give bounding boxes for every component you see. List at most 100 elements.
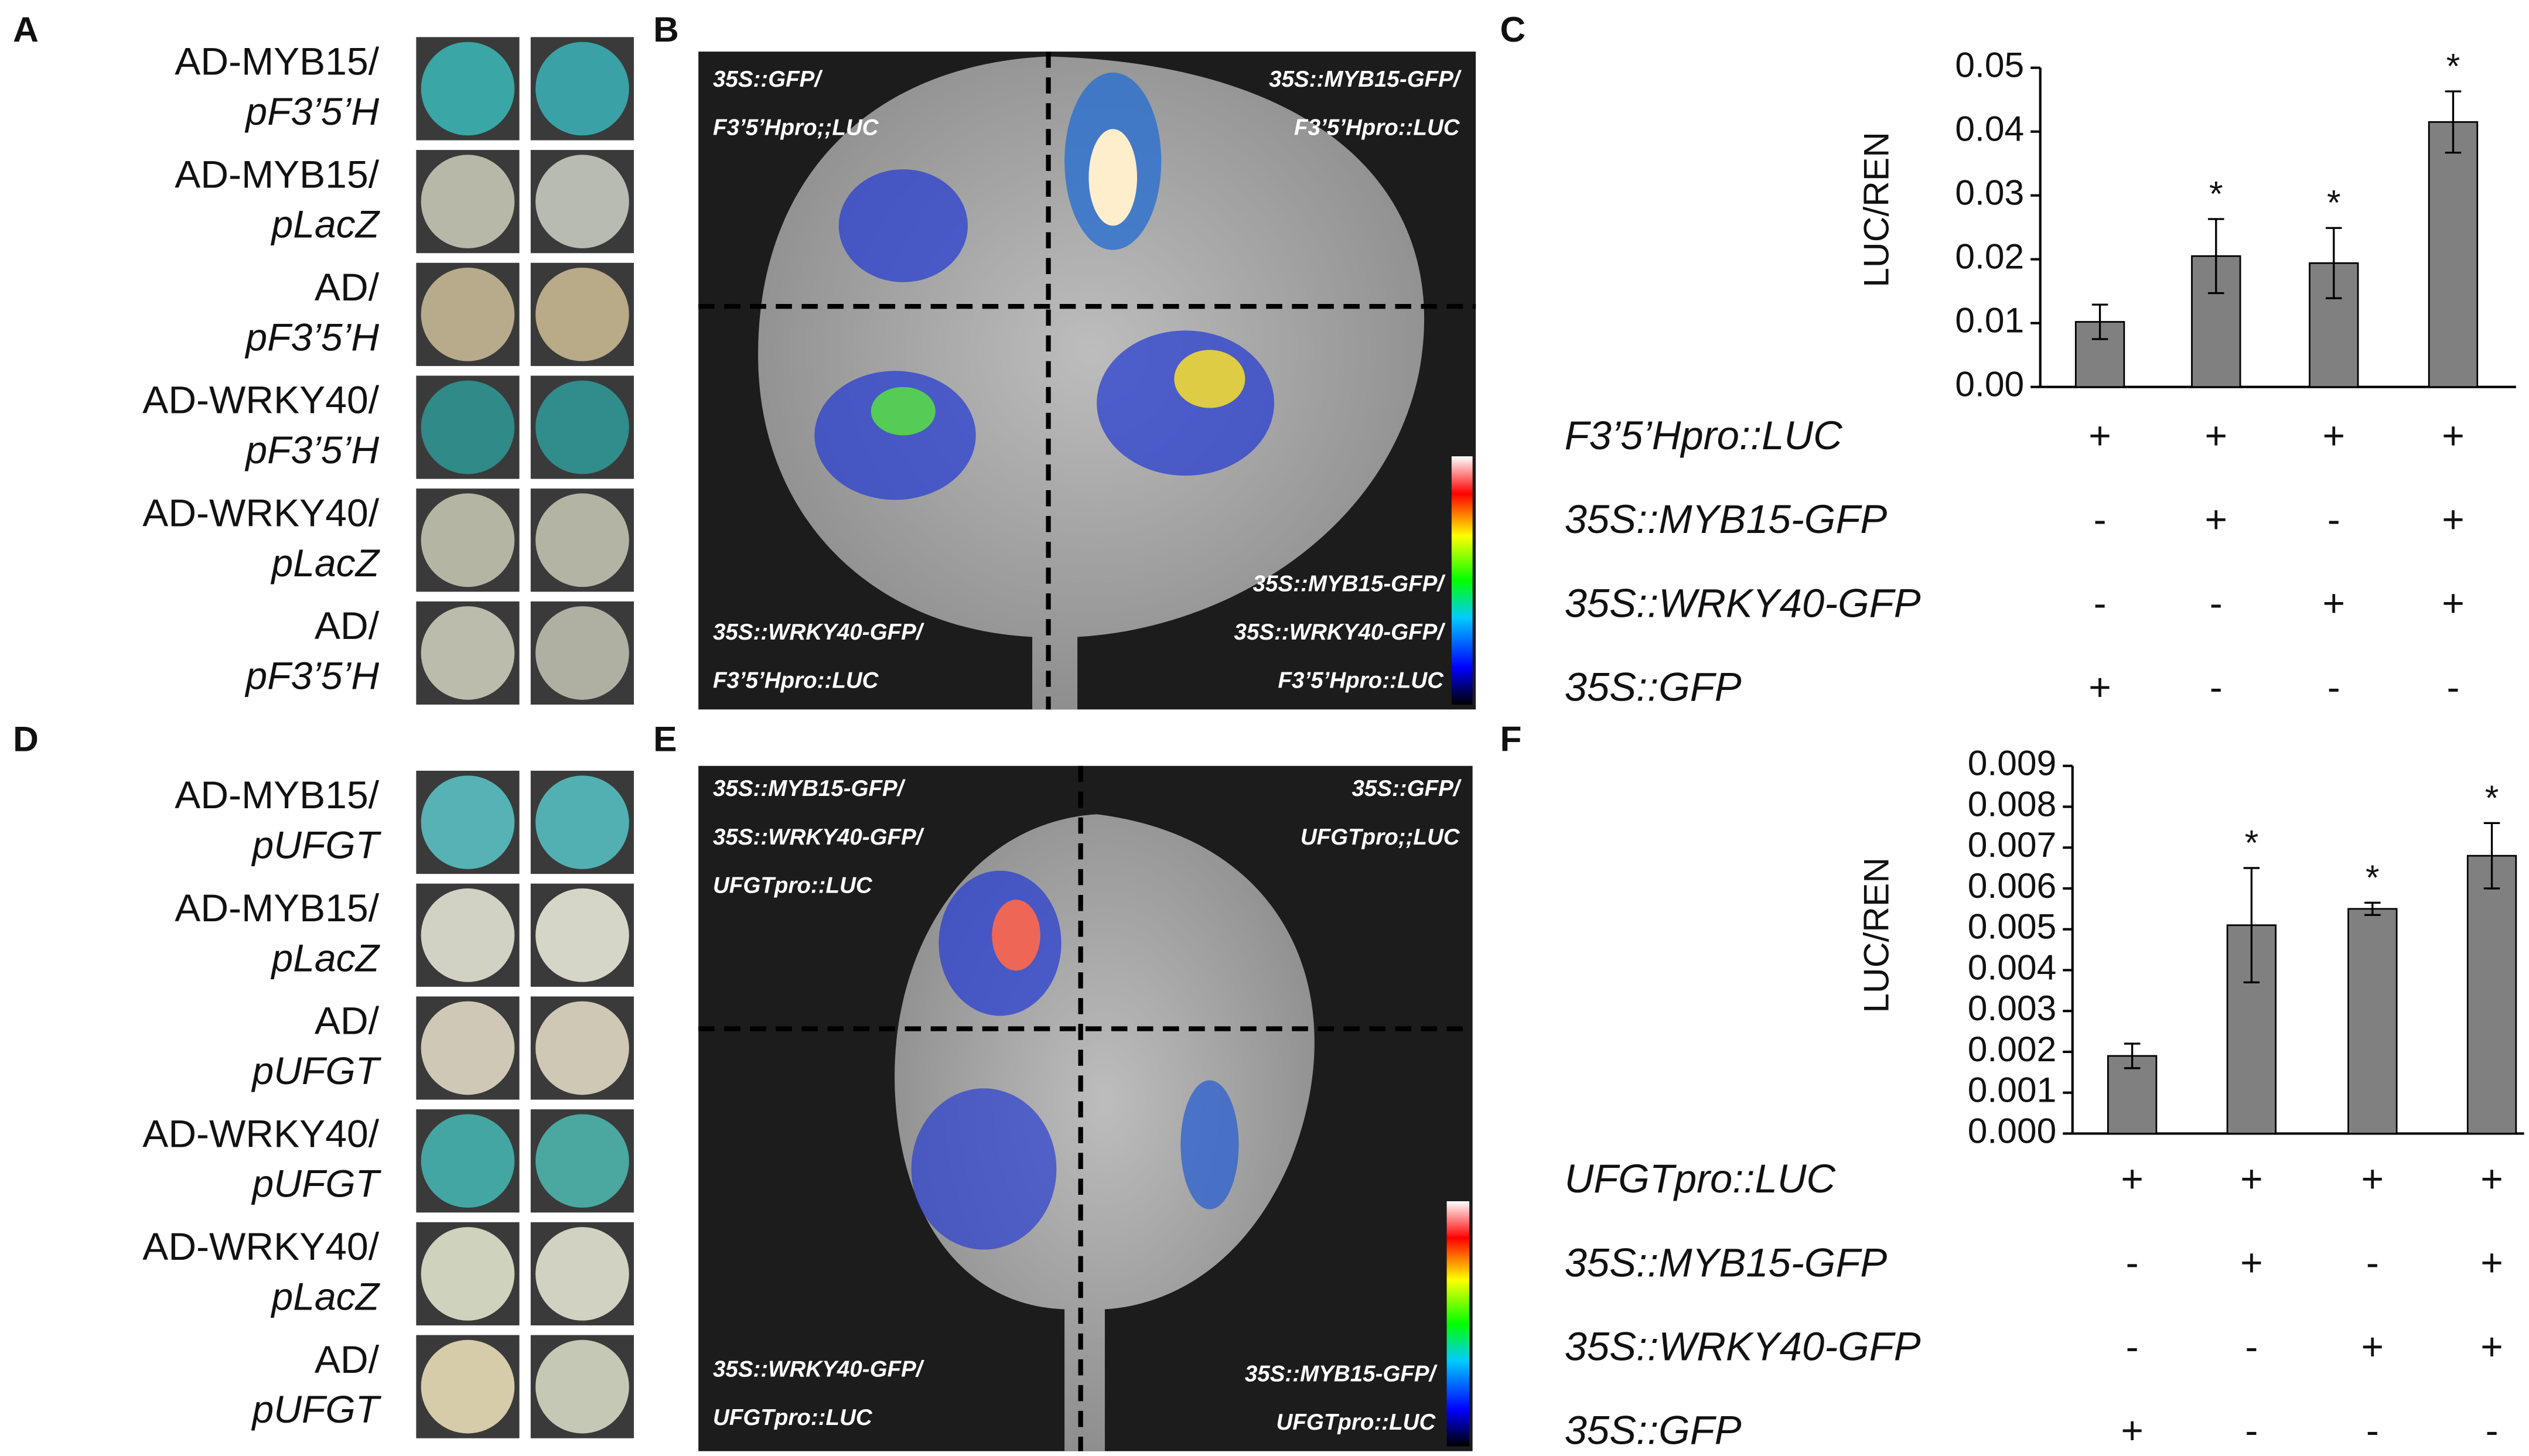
y-axis-label: LUC/REN	[1856, 132, 1896, 288]
treatment-mark: +	[2088, 414, 2111, 457]
quadrant-label: 35S::GFP/	[713, 67, 823, 92]
yeast-spot	[421, 1339, 515, 1434]
treatment-mark: -	[2094, 498, 2107, 541]
quadrant-label: 35S::MYB15-GFP/	[1245, 1362, 1438, 1387]
panel-label: C	[1500, 9, 1525, 49]
treatment-mark: -	[2126, 1325, 2139, 1369]
yeast-spot	[421, 155, 515, 248]
quadrant-label: 35S::WRKY40-GFP/	[1234, 620, 1446, 645]
strain-label: AD-MYB15/	[175, 774, 379, 817]
yeast-spot	[421, 888, 515, 982]
plasmid-label: pF3’5’H	[244, 316, 379, 359]
significance-star: *	[2245, 823, 2259, 863]
plasmid-label: pUFGT	[251, 1388, 382, 1431]
treatment-mark: +	[2480, 1325, 2503, 1369]
y-axis-label: LUC/REN	[1856, 857, 1896, 1013]
panel-label: E	[653, 719, 677, 758]
y-tick-label: 0.005	[1968, 907, 2057, 946]
treatment-mark: +	[2480, 1157, 2503, 1201]
yeast-spot	[535, 380, 629, 474]
treatment-name: 35S::GFP	[1565, 1408, 1742, 1453]
quadrant-label: F3’5’Hpro::LUC	[713, 668, 879, 693]
y-tick-label: 0.01	[1955, 300, 2024, 340]
treatment-mark: -	[2327, 498, 2340, 541]
panel-label: F	[1500, 719, 1521, 758]
treatment-mark: +	[2240, 1157, 2263, 1201]
treatment-mark: +	[2442, 498, 2465, 541]
yeast-spot	[421, 380, 515, 474]
yeast-spot	[535, 888, 629, 982]
treatment-mark: -	[2126, 1242, 2139, 1285]
treatment-mark: -	[2366, 1242, 2379, 1285]
yeast-spot	[535, 606, 629, 700]
panel-label: A	[13, 9, 39, 49]
y-tick-label: 0.009	[1968, 743, 2057, 783]
strain-label: AD/	[315, 1338, 380, 1382]
plasmid-label: pLacZ	[270, 203, 380, 247]
bar	[2347, 908, 2398, 1134]
yeast-spot	[421, 606, 515, 700]
quadrant-label: 35S::WRKY40-GFP/	[713, 825, 925, 850]
treatment-mark: +	[2205, 414, 2228, 457]
quadrant-label: 35S::GFP/	[1351, 776, 1462, 801]
plasmid-label: pLacZ	[270, 1275, 380, 1318]
yeast-spot	[535, 775, 629, 869]
treatment-name: 35S::MYB15-GFP	[1565, 1240, 1888, 1285]
yeast-spot	[535, 493, 629, 587]
y-tick-label: 0.006	[1968, 866, 2057, 905]
yeast-spot	[421, 775, 515, 869]
quadrant-label: 35S::MYB15-GFP/	[713, 776, 906, 801]
y-tick-label: 0.007	[1968, 825, 2057, 864]
treatment-mark: -	[2210, 582, 2223, 626]
plasmid-label: pLacZ	[270, 937, 380, 980]
strain-label: AD-MYB15/	[175, 153, 379, 196]
quadrant-label: UFGTpro::LUC	[1277, 1410, 1436, 1435]
quadrant-label: 35S::WRKY40-GFP/	[713, 1356, 925, 1382]
yeast-spot	[535, 155, 629, 248]
strain-label: AD/	[315, 1000, 380, 1043]
quadrant-label: UFGTpro::LUC	[713, 873, 873, 898]
leaf-image-b	[698, 52, 1476, 710]
quadrant-label: F3’5’Hpro::LUC	[1294, 115, 1460, 140]
yeast-spot	[535, 1001, 629, 1095]
y-tick-label: 0.004	[1968, 947, 2057, 987]
quadrant-label: F3’5’Hpro;;LUC	[713, 115, 879, 140]
treatment-mark: +	[2088, 666, 2111, 709]
significance-star: *	[2485, 778, 2499, 818]
significance-star: *	[2209, 173, 2223, 213]
strain-label: AD-WRKY40/	[142, 1112, 379, 1156]
strain-label: AD-WRKY40/	[142, 1225, 379, 1269]
yeast-spot	[535, 1114, 629, 1208]
quadrant-label: UFGTpro::LUC	[713, 1405, 873, 1430]
y-tick-label: 0.05	[1955, 45, 2024, 85]
significance-star: *	[2446, 46, 2460, 86]
quadrant-label: UFGTpro;;LUC	[1301, 825, 1460, 850]
yeast-spot	[421, 42, 515, 136]
treatment-mark: +	[2322, 582, 2345, 626]
y-tick-label: 0.03	[1955, 173, 2024, 213]
panel-label: D	[13, 719, 39, 758]
quadrant-label: 35S::MYB15-GFP/	[1269, 67, 1462, 92]
plasmid-label: pF3’5’H	[244, 90, 379, 134]
bar	[2466, 855, 2517, 1134]
treatment-mark: +	[2361, 1157, 2384, 1201]
quadrant-label: 35S::WRKY40-GFP/	[713, 620, 925, 645]
treatment-mark: -	[2446, 666, 2459, 709]
treatment-mark: -	[2327, 666, 2340, 709]
treatment-name: UFGTpro::LUC	[1565, 1156, 1837, 1201]
y-tick-label: 0.02	[1955, 237, 2024, 276]
y-tick-label: 0.003	[1968, 988, 2057, 1028]
plasmid-label: pUFGT	[251, 824, 382, 867]
yeast-spot	[535, 1227, 629, 1321]
treatment-name: 35S::WRKY40-GFP	[1565, 1324, 1921, 1369]
strain-label: AD-MYB15/	[175, 40, 379, 84]
yeast-spot	[421, 493, 515, 587]
treatment-mark: -	[2245, 1325, 2258, 1369]
y-tick-label: 0.002	[1968, 1029, 2057, 1069]
yeast-spot	[421, 1227, 515, 1321]
strain-label: AD/	[315, 266, 380, 309]
treatment-mark: -	[2366, 1409, 2379, 1452]
y-tick-label: 0.04	[1955, 109, 2024, 149]
treatment-name: 35S::GFP	[1565, 664, 1742, 709]
treatment-mark: +	[2240, 1242, 2263, 1285]
